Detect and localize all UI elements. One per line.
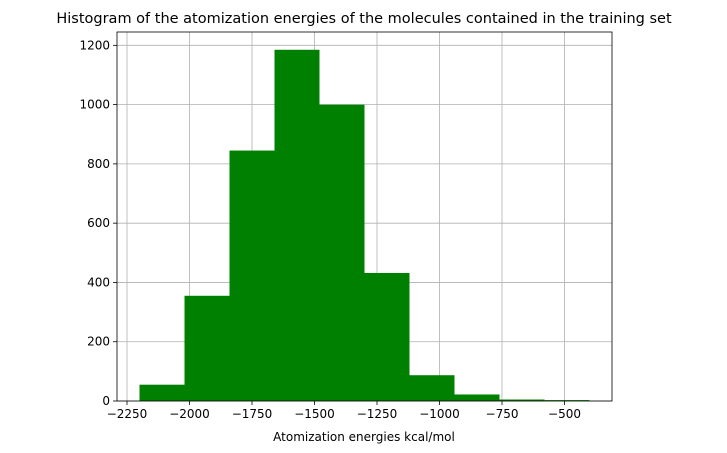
histogram-bar-4: [319, 104, 365, 402]
histogram-bar-8: [499, 399, 545, 401]
x-tick-label: −2250: [107, 407, 148, 421]
bars-layer: [139, 49, 590, 402]
y-tick-label: 400: [87, 275, 110, 289]
histogram-bar-7: [454, 394, 500, 401]
histogram-bar-3: [274, 49, 320, 401]
histogram-bar-1: [184, 295, 230, 401]
y-tick-label: 800: [87, 157, 110, 171]
plot-frame: [116, 31, 613, 402]
y-tick-label: 600: [87, 216, 110, 230]
x-tick-label: −500: [548, 407, 581, 421]
histogram-bar-0: [139, 384, 185, 401]
histogram-bar-5: [364, 272, 410, 401]
y-tick-label: 1000: [79, 98, 110, 112]
chart-title: Histogram of the atomization energies of…: [56, 11, 672, 27]
ticks-layer: −2250 −2000 −1750 −1500 −1250 −1000 −750 −500 0 2…: [79, 38, 581, 421]
x-tick-label: −1500: [294, 407, 335, 421]
x-axis-label: Atomization energies kcal/mol: [273, 430, 455, 444]
x-tick-label: −1750: [232, 407, 273, 421]
histogram-bar-9: [544, 400, 590, 401]
x-tick-label: −1250: [357, 407, 398, 421]
y-tick-label: 200: [87, 335, 110, 349]
x-tick-label: −1000: [419, 407, 460, 421]
x-tick-label: −750: [486, 407, 519, 421]
histogram-bar-6: [409, 375, 455, 401]
x-tick-label: −2000: [169, 407, 210, 421]
y-tick-label: 1200: [79, 38, 110, 52]
histogram-bar-2: [229, 150, 275, 401]
y-tick-label: 0: [102, 394, 110, 408]
